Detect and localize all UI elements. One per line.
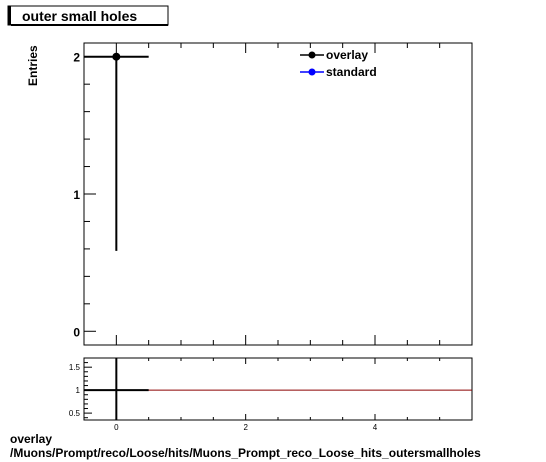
ratio-x-tick-label: 2 (243, 423, 248, 432)
ratio-data-marks (84, 358, 472, 420)
main-y-tick-label: 2 (73, 51, 80, 65)
ratio-y-tick-label: 1 (76, 386, 81, 395)
ratio-y-tick-label: 1.5 (69, 363, 81, 372)
legend-marker-overlay (308, 51, 316, 59)
ratio-axis-ticks (83, 358, 473, 420)
legend: overlay standard (300, 48, 377, 79)
main-y-tick-label: 1 (73, 188, 80, 202)
title-box: outer small holes (7, 5, 169, 26)
caption-line-2: /Muons/Prompt/reco/Loose/hits/Muons_Prom… (10, 446, 481, 460)
legend-marker-standard (308, 68, 316, 76)
main-data-marks (84, 52, 149, 251)
ratio-tick-labels: 0 2 4 0.5 1 1.5 (69, 363, 378, 432)
chart-title: outer small holes (22, 8, 137, 24)
main-tick-labels: 0 1 2 (73, 51, 80, 340)
legend-label-standard: standard (326, 65, 377, 79)
legend-label-overlay: overlay (326, 48, 368, 62)
main-plot-frame (83, 42, 473, 346)
overlay-point (112, 52, 121, 61)
main-y-tick-label: 0 (73, 325, 80, 339)
main-axis-ticks (83, 43, 473, 345)
ratio-y-tick-label: 0.5 (69, 409, 81, 418)
ratio-x-tick-label: 4 (373, 423, 378, 432)
ratio-x-tick-label: 0 (114, 423, 119, 432)
ratio-plot-frame (83, 357, 473, 421)
y-axis-label: Entries (26, 45, 40, 86)
caption-line-1: overlay (10, 432, 53, 446)
